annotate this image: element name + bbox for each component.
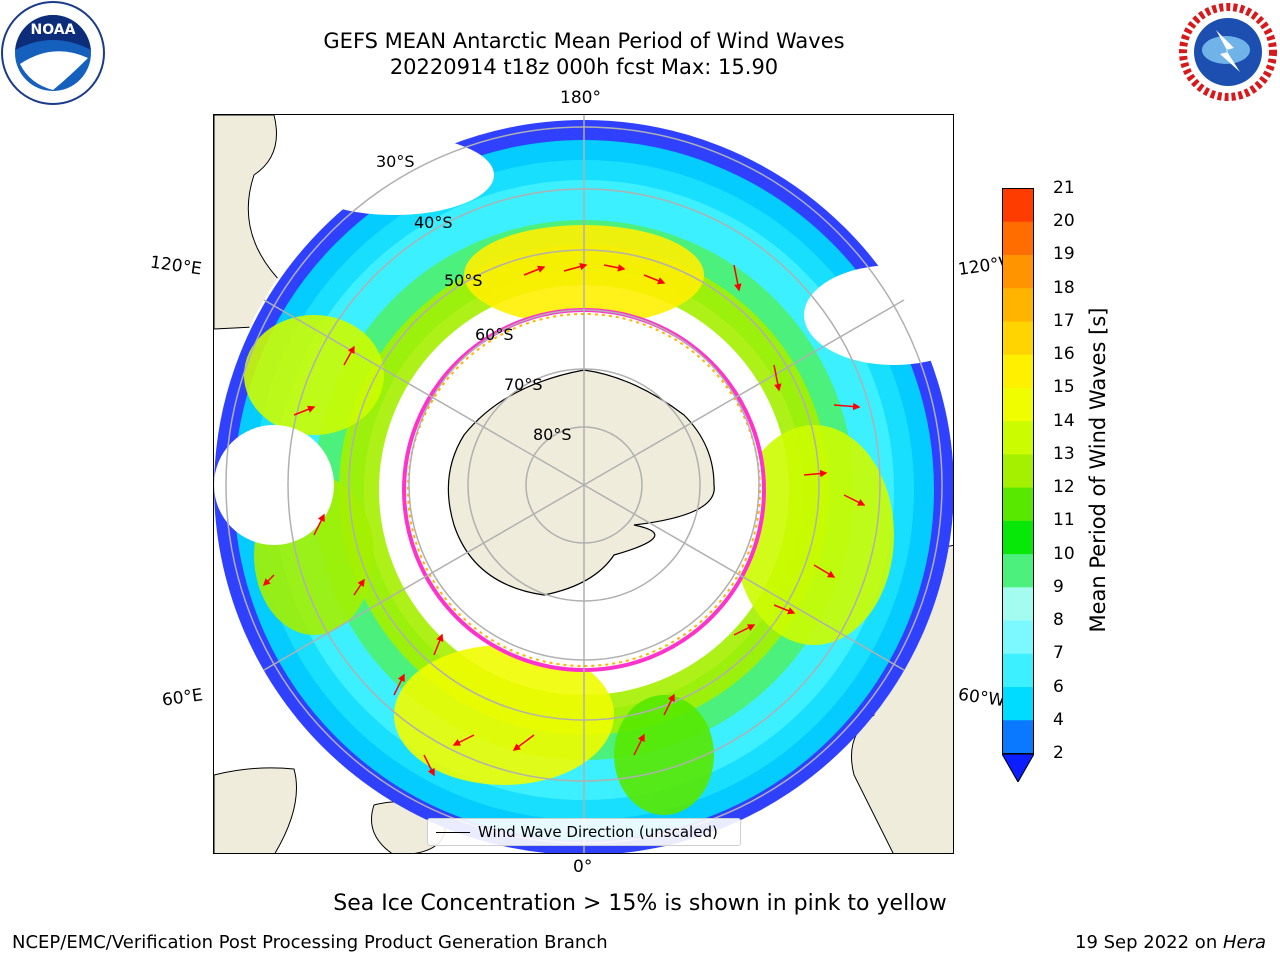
footer-date: 19 Sep 2022 on Hera <box>1075 932 1266 953</box>
colorbar-under-triangle <box>1002 753 1034 782</box>
sea-ice-note: Sea Ice Concentration > 15% is shown in … <box>333 891 947 916</box>
chart-subtitle-run: 20220914 t18z 000h fcst Max: 15.90 <box>389 55 779 79</box>
colorbar-tick-label: 21 <box>1053 178 1075 198</box>
colorbar-tick-label: 18 <box>1053 277 1075 298</box>
lon-label-180: 180° <box>560 88 601 108</box>
legend-label: Wind Wave Direction (unscaled) <box>478 823 718 841</box>
colorbar-tick-label: 12 <box>1053 477 1075 498</box>
lat-label-50s: 50°S <box>444 271 483 290</box>
colorbar-tick-label: 19 <box>1053 244 1075 265</box>
colorbar-swatch <box>1002 520 1034 555</box>
footer-date-text: 19 Sep 2022 on <box>1075 932 1223 953</box>
nws-logo <box>1178 2 1278 102</box>
colorbar-tick-label: 7 <box>1053 643 1064 664</box>
colorbar-label: Mean Period of Wind Waves [s] <box>1086 307 1110 633</box>
lat-label-30s: 30°S <box>376 152 415 171</box>
legend-line-swatch <box>436 832 470 833</box>
colorbar-swatch <box>1002 254 1034 289</box>
colorbar-swatch <box>1002 719 1034 754</box>
colorbar-tick-label: 10 <box>1053 543 1075 564</box>
land-africa <box>214 767 297 853</box>
colorbar-tick-label: 15 <box>1053 377 1075 398</box>
land-antarctica <box>447 369 715 596</box>
colorbar-swatch <box>1002 420 1034 455</box>
colorbar-tick-label: 14 <box>1053 410 1075 431</box>
colorbar-swatch <box>1002 320 1034 355</box>
lat-label-80s: 80°S <box>533 425 572 444</box>
colorbar-swatch <box>1002 686 1034 721</box>
colorbar-swatch <box>1002 354 1034 388</box>
colorbar-swatch <box>1002 453 1034 488</box>
colorbar-tick-label: 13 <box>1053 443 1075 464</box>
lat-label-40s: 40°S <box>414 213 453 232</box>
colorbar-tick-label: 11 <box>1053 510 1075 531</box>
colorbar-swatch <box>1002 553 1034 588</box>
colorbar-tick-label: 4 <box>1053 709 1064 730</box>
colorbar-swatch <box>1002 287 1034 322</box>
colorbar <box>1002 188 1034 782</box>
wave-field <box>214 115 953 853</box>
colorbar-tick-label: 6 <box>1053 676 1064 697</box>
lon-label-60w: 60°W <box>956 684 1007 712</box>
colorbar-tick-label: 8 <box>1053 610 1064 631</box>
colorbar-swatch <box>1002 653 1034 688</box>
colorbar-tick-label: 20 <box>1053 211 1075 232</box>
footer-host: Hera <box>1222 932 1266 953</box>
colorbar-swatch <box>1002 586 1034 621</box>
colorbar-swatch <box>1002 188 1034 222</box>
wind-wave-arrows <box>262 262 866 777</box>
lon-label-0: 0° <box>573 857 593 877</box>
lon-label-120e: 120°E <box>148 252 203 280</box>
lon-label-60e: 60°E <box>160 685 205 711</box>
colorbar-swatch <box>1002 387 1034 422</box>
lat-label-60s: 60°S <box>475 325 514 344</box>
polar-map <box>214 115 953 853</box>
footer-credit: NCEP/EMC/Verification Post Processing Pr… <box>12 932 608 953</box>
colorbar-tick-label: 17 <box>1053 310 1075 331</box>
colorbar-tick-label: 9 <box>1053 576 1064 597</box>
colorbar-tick-label: 16 <box>1053 344 1075 365</box>
lat-label-70s: 70°S <box>504 375 543 394</box>
colorbar-swatch <box>1002 221 1034 255</box>
noaa-logo-text: NOAA <box>31 22 76 38</box>
noaa-logo: NOAA <box>1 1 105 105</box>
colorbar-tick-label: 2 <box>1053 743 1064 763</box>
chart-title: GEFS MEAN Antarctic Mean Period of Wind … <box>323 29 845 53</box>
map-plot-area <box>213 114 954 854</box>
colorbar-swatch <box>1002 487 1034 521</box>
map-legend: Wind Wave Direction (unscaled) <box>427 818 741 846</box>
colorbar-swatch <box>1002 620 1034 654</box>
